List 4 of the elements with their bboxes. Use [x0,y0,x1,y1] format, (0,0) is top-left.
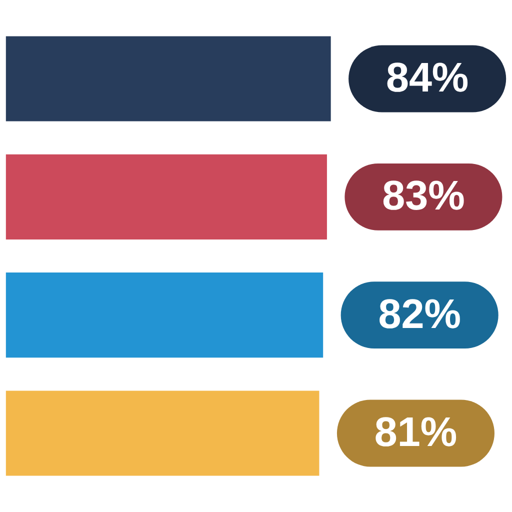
data-label: 81% [374,409,458,456]
data-label: 83% [382,172,465,219]
data-label: 84% [386,54,469,101]
data-label: 82% [378,290,461,337]
